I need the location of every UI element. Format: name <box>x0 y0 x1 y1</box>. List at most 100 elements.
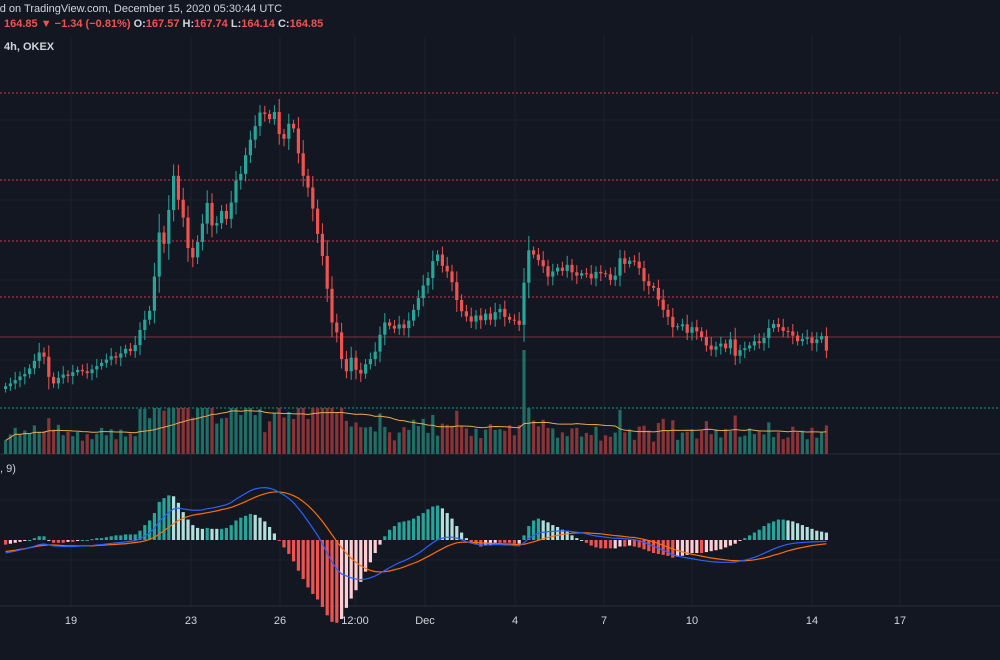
macd-histogram-bar <box>608 540 612 549</box>
volume-bar <box>397 432 401 454</box>
macd-histogram-bar <box>532 520 536 540</box>
candle-up <box>565 264 569 271</box>
volume-bar <box>210 408 214 454</box>
volume-bar <box>28 433 32 454</box>
macd-histogram-bar <box>527 526 531 540</box>
time-axis-tick-label: 19 <box>65 615 77 627</box>
candle-up <box>436 254 440 262</box>
macd-histogram-bar <box>416 515 420 540</box>
volume-bar <box>589 435 593 454</box>
volume-bar <box>647 430 651 454</box>
candle-down <box>623 258 627 264</box>
candle-up <box>719 343 723 347</box>
macd-histogram-bar <box>109 536 113 540</box>
candle-up <box>200 223 204 242</box>
macd-histogram-bar <box>196 527 200 540</box>
volume-bar <box>815 437 819 454</box>
candle-down <box>512 319 516 321</box>
macd-histogram-bar <box>714 540 718 551</box>
macd-histogram-bar <box>565 531 569 540</box>
macd-histogram-bar <box>354 540 358 591</box>
candle-down <box>786 330 790 332</box>
candle-up <box>556 267 560 272</box>
time-axis-tick-label: 12:00 <box>341 615 369 627</box>
volume-bar <box>560 432 564 454</box>
volume-bar <box>469 435 473 454</box>
candle-down <box>781 327 785 331</box>
volume-bar <box>436 435 440 454</box>
volume-bar <box>709 434 713 454</box>
candle-up <box>100 362 104 367</box>
volume-bar <box>565 436 569 454</box>
price-chart[interactable]: 4h, OKEX , 9) 19 23 26 12:00 Dec 4 7 10 14 17 <box>0 36 1000 660</box>
volume-bar <box>522 350 526 454</box>
macd-histogram-bar <box>191 525 195 540</box>
macd-histogram-bar <box>287 540 291 554</box>
candle-down <box>632 260 636 262</box>
volume-bar <box>642 425 646 454</box>
volume-bars <box>4 350 828 454</box>
macd-histogram-bar <box>767 523 771 540</box>
volume-bar <box>536 426 540 454</box>
candle-down <box>210 202 214 226</box>
volume-bar <box>277 408 281 454</box>
volume-bar <box>76 432 80 454</box>
macd-histogram-bar <box>8 540 12 544</box>
candle-down <box>536 254 540 261</box>
candle-up <box>762 337 766 344</box>
macd-histogram-bar <box>743 538 747 540</box>
volume-bar <box>618 409 622 454</box>
candle-up <box>728 339 732 349</box>
macd-histogram-bar <box>71 540 75 542</box>
ohlc-readout: 164.85 ▼ −1.34 (−0.81%) O:167.57 H:167.7… <box>4 18 323 30</box>
volume-bar <box>320 408 324 454</box>
macd-histogram-bar <box>282 540 286 548</box>
candle-down <box>776 323 780 328</box>
candle-down <box>704 337 708 346</box>
macd-histogram-bar <box>584 540 588 543</box>
volume-bar <box>104 435 108 454</box>
volume-bar <box>37 431 41 454</box>
macd-histogram-bar <box>575 538 579 540</box>
candle-down <box>671 316 675 328</box>
macd-histogram-bar <box>4 540 8 545</box>
volume-bar <box>767 422 771 454</box>
volume-bar <box>628 429 632 454</box>
macd-histogram-bar <box>800 525 804 540</box>
macd-histogram-bar <box>628 540 632 546</box>
macd-histogram-bar <box>229 525 233 540</box>
volume-bar <box>608 436 612 454</box>
macd-histogram-bar <box>104 537 108 540</box>
volume-bar <box>541 419 545 454</box>
macd-histogram-bar <box>450 518 454 540</box>
macd-histogram-bar <box>311 540 315 594</box>
candle-up <box>364 364 368 374</box>
candle-down <box>224 210 228 219</box>
candle-down <box>575 272 579 276</box>
macd-histogram-bar <box>373 540 377 554</box>
macd-histogram-bar <box>388 529 392 540</box>
macd-histogram-bar <box>464 538 468 540</box>
volume-bar <box>407 429 411 454</box>
volume-bar <box>388 432 392 454</box>
macd-histogram-bar <box>815 530 819 540</box>
volume-bar <box>431 414 435 454</box>
volume-bar <box>186 408 190 454</box>
volume-bar <box>671 420 675 454</box>
macd-histogram-bar <box>512 540 516 544</box>
candlesticks <box>4 99 828 393</box>
macd-histogram-bar <box>407 520 411 540</box>
macd-histogram-bar <box>455 526 459 540</box>
macd-histogram-bar <box>604 540 608 549</box>
volume-bar <box>32 425 36 454</box>
candle-down <box>584 273 588 275</box>
candle-up <box>138 330 142 345</box>
candle-up <box>95 366 99 370</box>
candle-up <box>119 353 123 358</box>
macd-histogram-bar <box>47 540 51 541</box>
candle-down <box>791 331 795 336</box>
macd-histogram-bar <box>181 512 185 540</box>
macd-histogram-bar <box>469 540 473 543</box>
volume-bar <box>119 429 123 454</box>
volume-bar <box>373 431 377 454</box>
